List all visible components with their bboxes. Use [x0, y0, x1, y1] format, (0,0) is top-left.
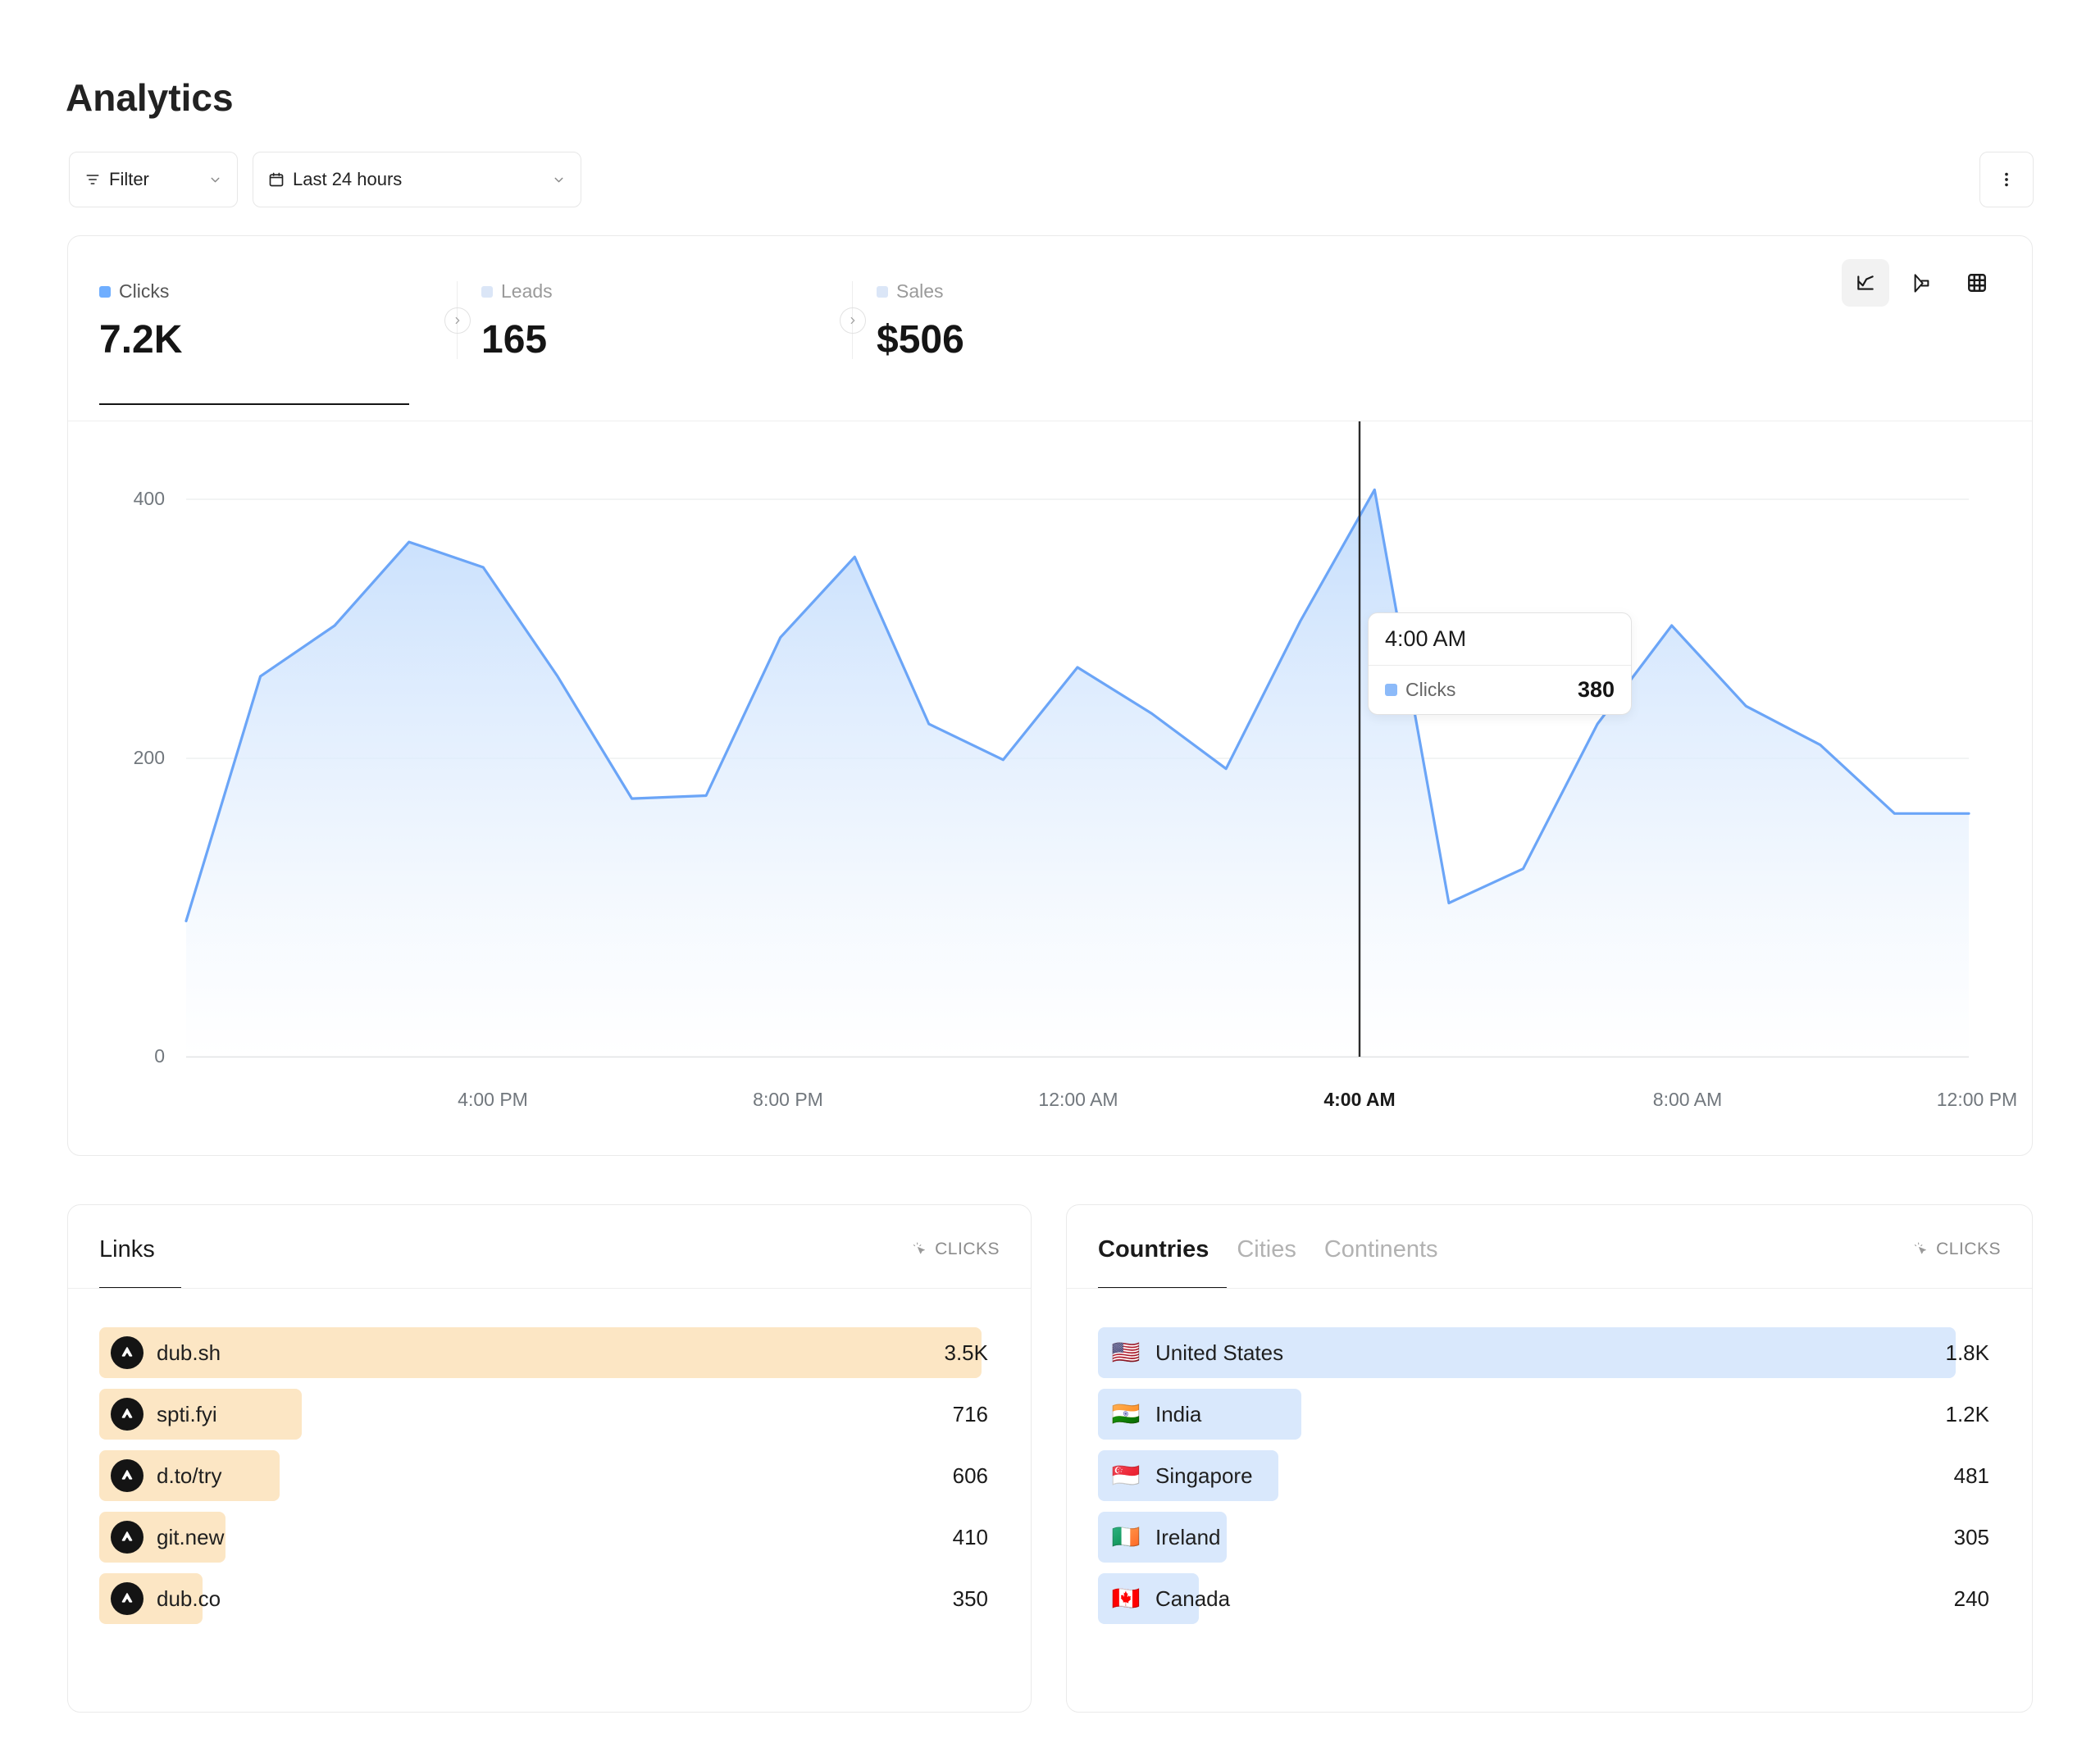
svg-text:12:00 AM: 12:00 AM — [1038, 1089, 1118, 1110]
svg-text:8:00 PM: 8:00 PM — [753, 1089, 823, 1110]
svg-text:400: 400 — [134, 488, 165, 509]
svg-text:4:00 PM: 4:00 PM — [458, 1089, 528, 1110]
svg-text:4:00 AM: 4:00 AM — [1323, 1089, 1395, 1110]
svg-text:8:00 AM: 8:00 AM — [1653, 1089, 1722, 1110]
svg-text:0: 0 — [154, 1045, 165, 1067]
svg-text:12:00 PM: 12:00 PM — [1937, 1089, 2017, 1110]
svg-text:200: 200 — [134, 747, 165, 768]
